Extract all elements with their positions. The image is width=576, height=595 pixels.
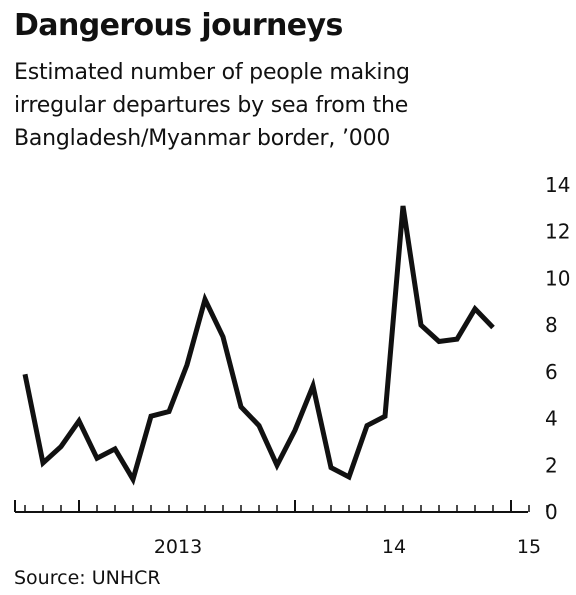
source-note: Source: UNHCR [14,567,161,589]
chart-subtitle: Estimated number of people making irregu… [14,60,410,151]
series-line [22,205,495,486]
y-tick-label: 10 [545,266,570,290]
y-tick-label: 6 [545,360,558,384]
x-tick-label: 2013 [154,536,202,558]
y-tick-label: 0 [545,500,558,524]
y-tick-label: 8 [545,313,558,337]
y-tick-label: 2 [545,453,558,477]
line-chart: 2013 14 150 2 4 6 8 10 12 14 [14,173,570,558]
y-tick-label: 4 [545,407,558,431]
y-tick-label: 14 [545,173,570,197]
y-tick-label: 12 [545,220,570,244]
chart-title: Dangerous journeys [14,8,343,43]
x-tick-label: 14 [382,536,406,558]
x-tick-label: 15 [517,536,541,558]
